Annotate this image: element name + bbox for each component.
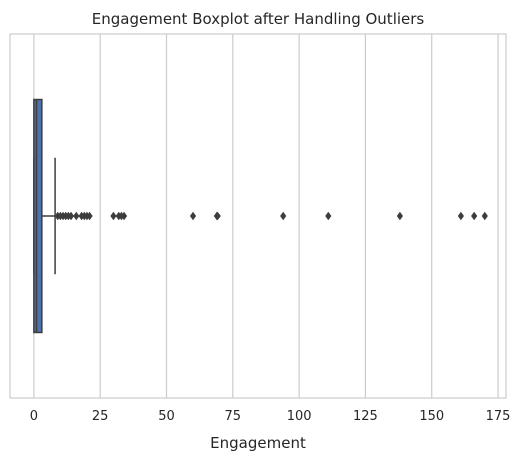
grid-lines: [33, 34, 499, 398]
outlier-points: [54, 211, 488, 221]
outlier-point: [471, 211, 478, 221]
outlier-point: [214, 211, 221, 221]
box-iqr: [33, 98, 43, 334]
x-tick-label: 0: [30, 409, 38, 424]
outlier-point: [73, 211, 80, 221]
outlier-point: [110, 211, 117, 221]
outlier-point: [86, 211, 93, 221]
x-tick-label: 75: [225, 409, 242, 424]
outlier-point: [481, 211, 488, 221]
x-tick-label: 125: [353, 409, 378, 424]
plot-frame: [9, 33, 507, 399]
box-plot: [33, 98, 56, 334]
x-tick-label: 150: [419, 409, 444, 424]
outlier-point: [396, 211, 403, 221]
x-tick-label: 25: [92, 409, 109, 424]
outlier-point: [189, 211, 197, 221]
chart-title: Engagement Boxplot after Handling Outlie…: [92, 10, 425, 28]
outlier-point: [67, 211, 75, 221]
x-axis-label: Engagement: [210, 434, 306, 452]
outlier-point: [280, 211, 287, 221]
x-tick-label: 100: [287, 409, 312, 424]
outlier-point: [325, 211, 332, 221]
outlier-point: [457, 211, 465, 221]
x-tick-labels: 0 25 50 75 100 125 150 175: [30, 409, 511, 424]
outlier-point: [120, 211, 128, 221]
x-tick-label: 50: [158, 409, 175, 424]
x-tick-label: 175: [486, 409, 511, 424]
